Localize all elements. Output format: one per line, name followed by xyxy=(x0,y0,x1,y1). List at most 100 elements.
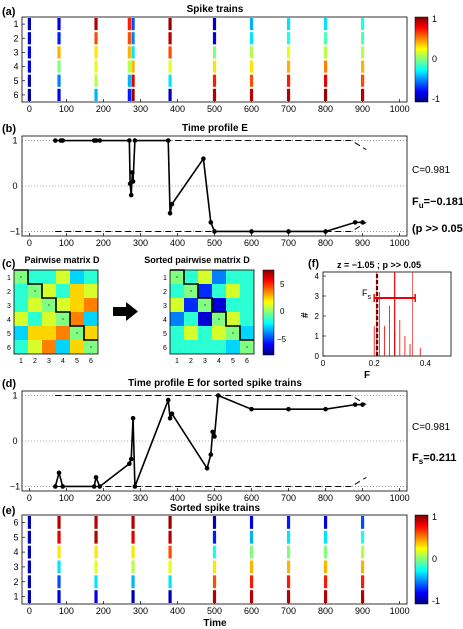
matrix-cell xyxy=(14,326,28,340)
spike-mark xyxy=(168,32,172,45)
f-y-tick-label: 0 xyxy=(315,352,320,361)
spike-mark xyxy=(94,18,98,31)
spike-mark xyxy=(94,575,98,589)
matrix-cell xyxy=(84,312,98,326)
matrix-cell xyxy=(14,284,28,298)
panel-d-letter: (d) xyxy=(2,378,16,390)
spike-mark xyxy=(168,530,172,544)
matrix-cell xyxy=(212,326,226,340)
x-tick-label: 600 xyxy=(244,493,259,503)
matrix-tick-label: 2 xyxy=(163,289,167,296)
matrix-cell xyxy=(212,298,226,312)
spike-mark xyxy=(131,60,135,73)
profile-point xyxy=(91,484,97,489)
spike-mark xyxy=(249,32,254,45)
profile-point xyxy=(165,397,171,403)
spike-mark xyxy=(168,74,172,87)
matrix-cell xyxy=(56,298,70,312)
matrix-cell xyxy=(14,340,28,354)
profile-point xyxy=(130,179,136,184)
y-tick-label: 1 xyxy=(13,592,18,602)
x-tick-label: 0 xyxy=(27,238,32,248)
spike-mark xyxy=(286,575,291,589)
x-tick-label: 500 xyxy=(207,606,222,616)
matrix-tick-label: 4 xyxy=(7,317,11,324)
x-tick-label: 800 xyxy=(318,493,333,503)
panel-f-xlabel: F xyxy=(364,370,370,381)
matrix-cell xyxy=(226,298,240,312)
f-x-tick-label: 0 xyxy=(321,359,326,368)
matrix-cell xyxy=(28,270,42,284)
spike-mark xyxy=(127,32,131,45)
profile-point xyxy=(60,484,66,489)
spike-mark xyxy=(127,88,131,101)
panel-b-letter: (b) xyxy=(2,123,16,135)
matrix-colorbar-tick-5: 5 xyxy=(280,280,285,289)
spike-mark xyxy=(131,516,135,529)
spike-mark xyxy=(360,590,365,603)
matrix-colorbar-tick-minus5: −5 xyxy=(277,335,287,344)
x-tick-label: 200 xyxy=(96,238,111,248)
spike-mark xyxy=(131,74,135,87)
spike-mark xyxy=(249,46,254,59)
matrix-cell xyxy=(84,298,98,312)
spike-mark xyxy=(168,60,172,73)
spike-mark xyxy=(27,516,32,529)
spike-mark xyxy=(94,88,98,101)
matrix-tick-label: 6 xyxy=(89,358,93,365)
matrix-cell xyxy=(212,340,226,354)
y-tick-label: 1 xyxy=(12,391,17,401)
x-tick-label: 0 xyxy=(27,493,32,503)
panel-d-f-sub: s xyxy=(419,457,424,466)
matrix-cell xyxy=(240,326,254,340)
profile-point xyxy=(132,138,138,143)
matrix-cell xyxy=(184,340,198,354)
profile-point xyxy=(208,452,214,457)
matrix-tick-label: 1 xyxy=(163,275,167,282)
profile-point xyxy=(97,484,103,489)
spike-mark xyxy=(94,516,98,529)
x-tick-label: 900 xyxy=(355,238,370,248)
spike-mark xyxy=(286,590,291,603)
panel-e-letter: (e) xyxy=(2,505,16,517)
panel-a: (a) Spike trains 1 2 3 4 5 6 0 100 200 300 400 500… xyxy=(2,4,440,114)
matrix-cell xyxy=(170,340,184,354)
profile-point xyxy=(127,138,132,143)
spike-mark xyxy=(212,575,217,589)
matrix-cell xyxy=(212,270,226,284)
matrix-tick-label: 3 xyxy=(203,358,207,365)
panel-f-plot: 0 1 2 3 4 0 0.2 0.4 xyxy=(315,272,432,368)
panel-b-f-sub: u xyxy=(419,201,424,210)
spike-mark xyxy=(131,530,135,544)
profile-point xyxy=(97,138,103,143)
panel-d: (d) Time profile E for sorted spike trai… xyxy=(2,378,457,503)
panel-b-f-value: Fu=−0.181 xyxy=(412,196,463,210)
panel-d-f-value: Fs=0.211 xyxy=(412,452,457,466)
matrix-tick-label: 5 xyxy=(75,358,79,365)
panel-f-fs-letter: F xyxy=(362,288,368,298)
profile-point xyxy=(360,402,365,407)
profile-point xyxy=(128,192,134,198)
spike-mark xyxy=(212,590,217,603)
matrix-cell xyxy=(198,326,212,340)
x-tick-label: 100 xyxy=(59,104,74,114)
profile-point xyxy=(201,156,206,162)
spike-mark xyxy=(27,18,32,31)
spike-mark xyxy=(360,60,365,73)
panel-e: (e) Sorted spike trains 6 5 4 3 2 1 0 100 200 30… xyxy=(2,503,440,629)
matrix-tick-label: 1 xyxy=(7,275,11,282)
profile-point xyxy=(212,229,217,234)
spike-mark xyxy=(27,46,32,59)
profile-point xyxy=(93,475,99,480)
matrix-cell xyxy=(70,312,84,326)
diagonal-dot xyxy=(218,318,220,320)
matrix-cell xyxy=(28,326,42,340)
spike-mark xyxy=(360,74,365,87)
profile-point xyxy=(204,465,210,471)
spike-mark xyxy=(57,74,61,87)
matrix-cell xyxy=(226,340,240,354)
profile-point xyxy=(130,415,136,421)
panel-e-colorbar: 1 0 -1 xyxy=(414,512,440,606)
diagonal-dot xyxy=(204,304,206,306)
matrix-cell xyxy=(56,326,70,340)
